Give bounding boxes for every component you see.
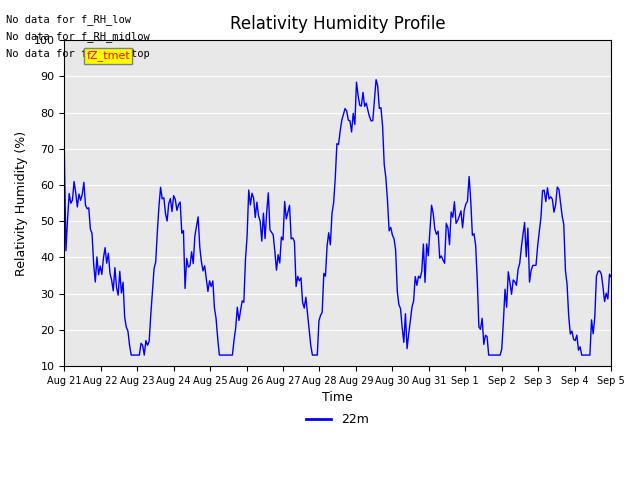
Text: fZ_tmet: fZ_tmet bbox=[86, 50, 130, 61]
Title: Relativity Humidity Profile: Relativity Humidity Profile bbox=[230, 15, 445, 33]
X-axis label: Time: Time bbox=[323, 391, 353, 404]
Legend: 22m: 22m bbox=[301, 408, 374, 432]
Text: No data for f_RH_midlow: No data for f_RH_midlow bbox=[6, 31, 150, 42]
Text: No data for f_RH_midtop: No data for f_RH_midtop bbox=[6, 48, 150, 59]
Text: No data for f_RH_low: No data for f_RH_low bbox=[6, 14, 131, 25]
Y-axis label: Relativity Humidity (%): Relativity Humidity (%) bbox=[15, 131, 28, 276]
